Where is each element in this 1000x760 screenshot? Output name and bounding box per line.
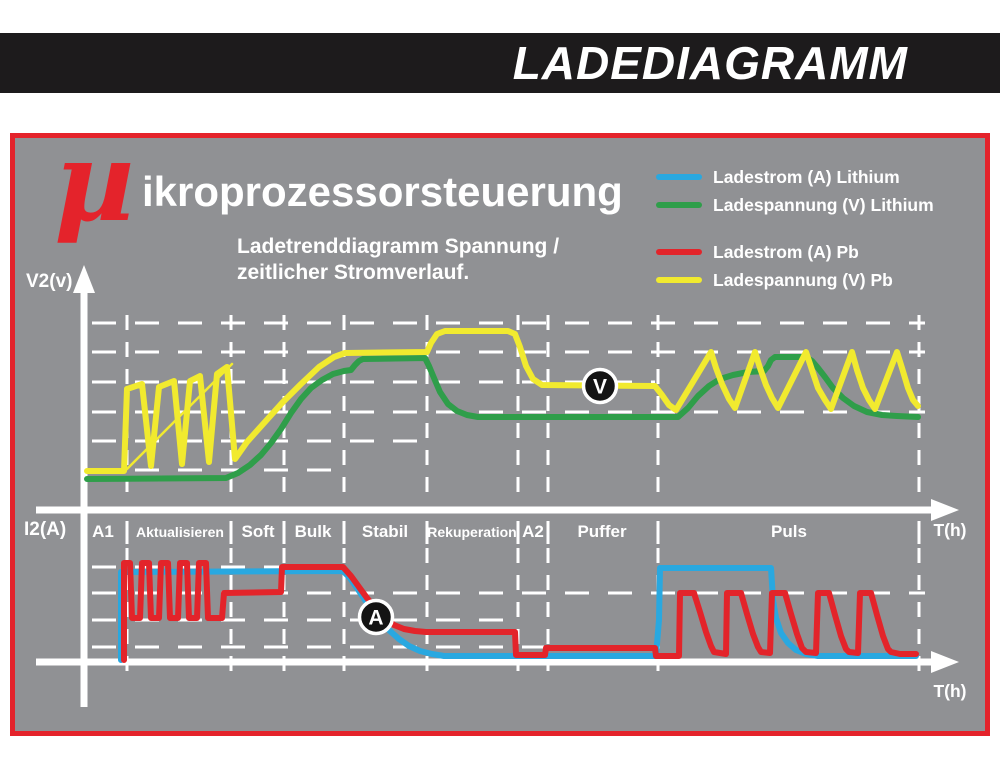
mu-symbol: µ — [54, 117, 135, 246]
phase-tick — [516, 521, 520, 544]
banner: LADEDIAGRAMM — [0, 33, 1000, 93]
phase-tick — [917, 521, 921, 544]
series-ladespannung-v-pb — [84, 328, 921, 474]
series-ladespannung-v-lithium — [84, 354, 921, 482]
legend-label: Ladestrom (A) Pb — [713, 241, 859, 262]
legend-label: Ladespannung (V) Lithium — [713, 194, 934, 215]
time-axis-label-top: T(h) — [933, 520, 967, 540]
phase-tick — [656, 521, 660, 544]
top-x-axis-arrow — [931, 499, 959, 521]
legend-item-ladespannung-v-lithium: Ladespannung (V) Lithium — [656, 191, 934, 219]
phase-tick — [125, 521, 129, 544]
phase-tick — [425, 521, 429, 544]
legend-swatch-ladestrom-a-pb — [656, 249, 702, 255]
badge-a-label: A — [368, 607, 383, 630]
badge-v-circle — [581, 367, 619, 405]
diagram-panel — [10, 133, 990, 736]
badge-a-circle — [357, 598, 395, 636]
phase-tick — [546, 521, 550, 544]
legend-swatch-ladespannung-v-lithium — [656, 202, 702, 208]
y-axis-arrow — [73, 265, 95, 293]
chart-subtitle-line1: Ladetrenddiagramm Spannung / — [237, 235, 560, 258]
phase-tick — [342, 521, 346, 544]
time-axis-label-bottom: T(h) — [933, 681, 967, 701]
chart-subtitle: Ladetrenddiagramm Spannung / zeitlicher … — [237, 234, 559, 286]
badge-v-label: V — [593, 376, 607, 399]
legend: Ladestrom (A) Lithium Ladespannung (V) Li… — [656, 163, 934, 294]
legend-swatch-ladespannung-v-pb — [656, 277, 702, 283]
legend-item-ladespannung-v-pb: Ladespannung (V) Pb — [656, 266, 934, 294]
current-axis-label: I2(A) — [24, 519, 67, 540]
bottom-x-axis-arrow — [931, 651, 959, 673]
series-pb-aktualisieren-trend — [125, 362, 234, 471]
legend-swatch-ladestrom-a-lithium — [656, 174, 702, 180]
legend-item-ladestrom-a-lithium: Ladestrom (A) Lithium — [656, 163, 934, 191]
banner-title: LADEDIAGRAMM — [512, 37, 908, 89]
legend-label: Ladestrom (A) Lithium — [713, 166, 900, 187]
panel-title: ikroprozessorsteuerung — [142, 168, 623, 215]
chart-subtitle-line2: zeitlicher Stromverlauf. — [237, 261, 470, 284]
voltage-axis-label: V2(v) — [26, 271, 73, 292]
legend-label: Ladespannung (V) Pb — [713, 269, 893, 290]
legend-item-ladestrom-a-pb: Ladestrom (A) Pb — [656, 238, 934, 266]
phase-tick — [229, 521, 233, 544]
phase-tick — [282, 521, 286, 544]
series-ladestrom-a-pb — [121, 560, 919, 663]
